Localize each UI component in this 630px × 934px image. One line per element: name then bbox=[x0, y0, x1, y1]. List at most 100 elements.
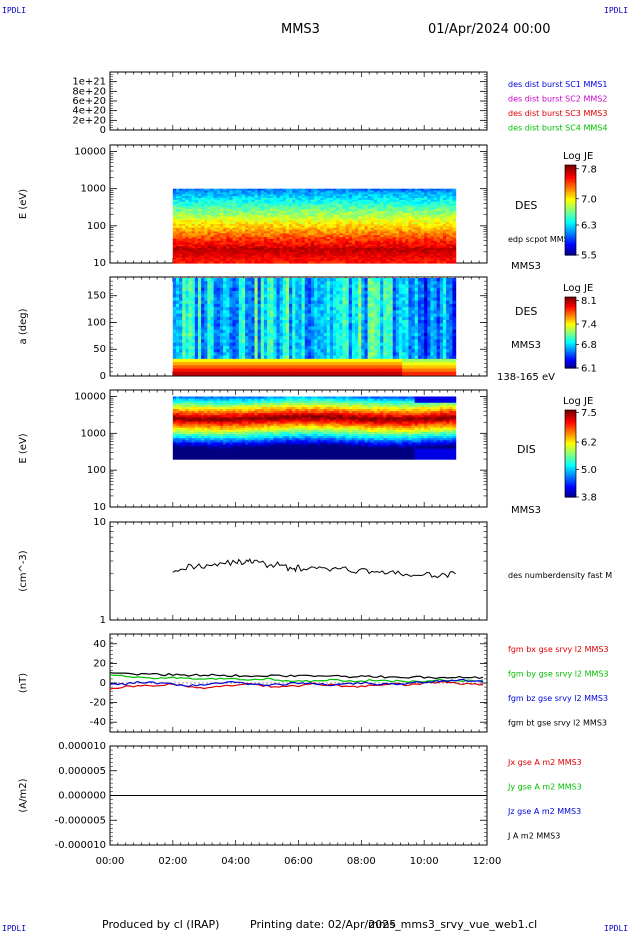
heatmap-cell bbox=[336, 233, 340, 236]
heatmap-cell bbox=[251, 336, 256, 341]
heatmap-cell bbox=[172, 201, 177, 205]
heatmap-cell bbox=[179, 310, 183, 315]
heatmap-cell bbox=[248, 342, 252, 347]
heatmap-cell bbox=[408, 222, 413, 225]
heatmap-cell bbox=[223, 220, 227, 223]
heatmap-cell bbox=[216, 209, 221, 212]
heatmap-cell bbox=[399, 192, 403, 195]
heatmap-cell bbox=[197, 355, 202, 360]
heatmap-cell bbox=[245, 223, 249, 227]
heatmap-cell bbox=[339, 233, 344, 236]
heatmap-cell bbox=[452, 240, 457, 244]
heatmap-cell bbox=[257, 216, 262, 220]
heatmap-cell bbox=[263, 238, 268, 242]
heatmap-cell bbox=[197, 278, 202, 282]
heatmap-cell bbox=[213, 235, 218, 238]
heatmap-cell bbox=[241, 368, 246, 373]
heatmap-cell bbox=[175, 257, 180, 260]
colorbar-cell bbox=[565, 228, 576, 231]
heatmap-cell bbox=[210, 199, 215, 203]
heatmap-cell bbox=[257, 303, 262, 308]
heatmap-cell bbox=[421, 236, 425, 240]
heatmap-cell bbox=[326, 229, 331, 233]
heatmap-cell bbox=[443, 255, 447, 259]
heatmap-cell bbox=[175, 242, 180, 246]
heatmap-cell bbox=[295, 209, 300, 212]
heatmap-cell bbox=[226, 329, 230, 334]
heatmap-cell bbox=[326, 255, 331, 259]
heatmap-cell bbox=[298, 210, 303, 214]
heatmap-cell bbox=[411, 251, 416, 255]
heatmap-cell bbox=[282, 220, 287, 223]
heatmap-cell bbox=[191, 236, 196, 240]
heatmap-cell bbox=[194, 300, 199, 305]
heatmap-cell bbox=[446, 197, 450, 201]
heatmap-cell bbox=[358, 227, 362, 231]
heatmap-cell bbox=[421, 244, 425, 247]
heatmap-cell bbox=[329, 257, 334, 260]
heatmap-cell bbox=[367, 201, 372, 205]
heatmap-cell bbox=[267, 255, 271, 259]
heatmap-cell bbox=[295, 233, 300, 236]
heatmap-cell bbox=[238, 201, 243, 205]
heatmap-cell bbox=[427, 240, 432, 244]
heatmap-cell bbox=[289, 188, 293, 192]
heatmap-cell bbox=[251, 371, 256, 376]
heatmap-cell bbox=[260, 201, 265, 205]
heatmap-cell bbox=[452, 209, 457, 212]
heatmap-cell bbox=[172, 294, 177, 298]
heatmap-cell bbox=[245, 197, 249, 201]
heatmap-cell bbox=[241, 210, 246, 214]
heatmap-cell bbox=[345, 205, 350, 208]
heatmap-cell bbox=[358, 209, 362, 212]
heatmap-cell bbox=[414, 205, 419, 208]
heatmap-cell bbox=[257, 339, 262, 344]
heatmap-cell bbox=[172, 336, 177, 341]
heatmap-cell bbox=[245, 349, 249, 353]
heatmap-cell bbox=[229, 349, 234, 353]
heatmap-cell bbox=[443, 225, 447, 229]
heatmap-cell bbox=[383, 194, 388, 197]
heatmap-cell bbox=[443, 248, 447, 251]
heatmap-cell bbox=[333, 242, 337, 246]
heatmap-cell bbox=[232, 229, 237, 233]
heatmap-cell bbox=[182, 326, 186, 331]
heatmap-cell bbox=[175, 326, 180, 331]
heatmap-cell bbox=[289, 209, 293, 212]
heatmap-cell bbox=[232, 251, 237, 255]
heatmap-cell bbox=[241, 203, 246, 207]
heatmap-cell bbox=[179, 336, 183, 341]
heatmap-cell bbox=[320, 218, 325, 221]
heatmap-cell bbox=[207, 229, 212, 233]
heatmap-cell bbox=[342, 201, 347, 205]
heatmap-cell bbox=[267, 214, 271, 218]
heatmap-cell bbox=[443, 223, 447, 227]
heatmap-cell bbox=[446, 253, 450, 257]
heatmap-cell bbox=[235, 244, 240, 247]
heatmap-cell bbox=[235, 216, 240, 220]
heatmap-cell bbox=[399, 220, 403, 223]
heatmap-cell bbox=[304, 212, 309, 216]
heatmap-cell bbox=[436, 238, 441, 242]
heatmap-cell bbox=[370, 199, 375, 203]
heatmap-cell bbox=[427, 227, 432, 231]
heatmap-cell bbox=[207, 235, 212, 238]
heatmap-cell bbox=[351, 229, 356, 233]
heatmap-cell bbox=[182, 259, 186, 262]
heatmap-cell bbox=[232, 210, 237, 214]
heatmap-cell bbox=[238, 212, 243, 216]
heatmap-cell bbox=[232, 365, 237, 370]
heatmap-cell bbox=[424, 225, 428, 229]
heatmap-cell bbox=[414, 196, 419, 199]
heatmap-cell bbox=[229, 227, 234, 231]
heatmap-cell bbox=[386, 233, 391, 236]
heatmap-cell bbox=[367, 246, 372, 249]
heatmap-cell bbox=[219, 201, 224, 205]
heatmap-cell bbox=[317, 205, 322, 208]
heatmap-cell bbox=[223, 316, 227, 321]
heatmap-cell bbox=[358, 242, 362, 246]
heatmap-cell bbox=[370, 216, 375, 220]
heatmap-cell bbox=[185, 278, 190, 282]
heatmap-cell bbox=[172, 192, 177, 195]
heatmap-cell bbox=[292, 199, 296, 203]
